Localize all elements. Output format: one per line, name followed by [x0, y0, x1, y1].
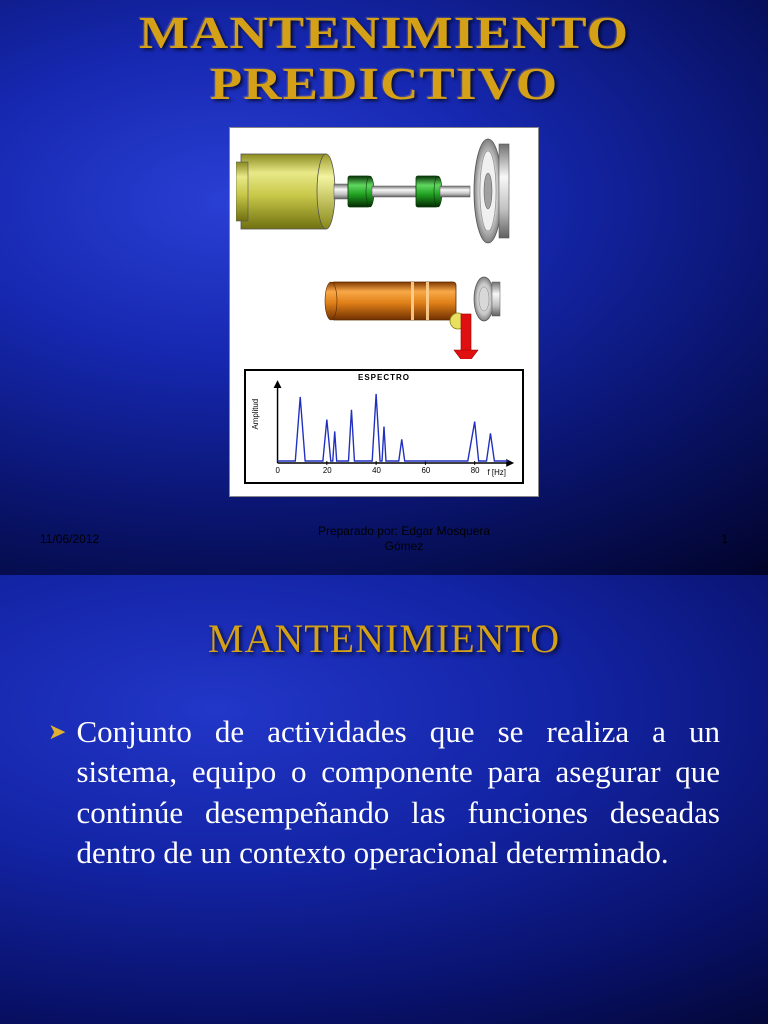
footer-page: 1 — [668, 532, 728, 546]
slide2-body: ➤ Conjunto de actividades que se realiza… — [48, 712, 720, 873]
footer-date: 11/06/2012 — [40, 532, 140, 546]
svg-text:20: 20 — [323, 466, 332, 475]
svg-text:40: 40 — [372, 466, 381, 475]
bullet-icon: ➤ — [48, 712, 66, 873]
spectrum-chart: ESPECTRO Amplitud f [Hz] 0 20 40 60 80 — [244, 369, 524, 484]
svg-text:80: 80 — [471, 466, 480, 475]
slide2-text: Conjunto de actividades que se realiza a… — [76, 712, 720, 873]
spectrum-svg: Amplitud f [Hz] 0 20 40 60 80 — [246, 371, 522, 482]
slide-2: MANTENIMIENTO ➤ Conjunto de actividades … — [0, 575, 768, 1024]
machinery-diagram: ESPECTRO Amplitud f [Hz] 0 20 40 60 80 — [229, 127, 539, 497]
spectrum-xlabel: f [Hz] — [488, 468, 506, 477]
machinery-svg — [236, 134, 536, 359]
title-line-2: PREDICTIVO — [210, 58, 558, 109]
svg-text:0: 0 — [276, 466, 281, 475]
spectrum-ylabel: Amplitud — [251, 399, 260, 430]
slide2-title: MANTENIMIENTO — [48, 615, 720, 662]
svg-text:60: 60 — [421, 466, 430, 475]
slide1-title: MANTENIMIENTO PREDICTIVO — [139, 8, 629, 109]
slide-1: MANTENIMIENTO PREDICTIVO — [0, 0, 768, 575]
slide1-footer: 11/06/2012 Preparado por: Edgar Mosquera… — [0, 524, 768, 553]
footer-author: Preparado por: Edgar Mosquera Gómez — [140, 524, 668, 553]
title-line-1: MANTENIMIENTO — [139, 7, 629, 58]
spectrum-title: ESPECTRO — [246, 373, 522, 382]
